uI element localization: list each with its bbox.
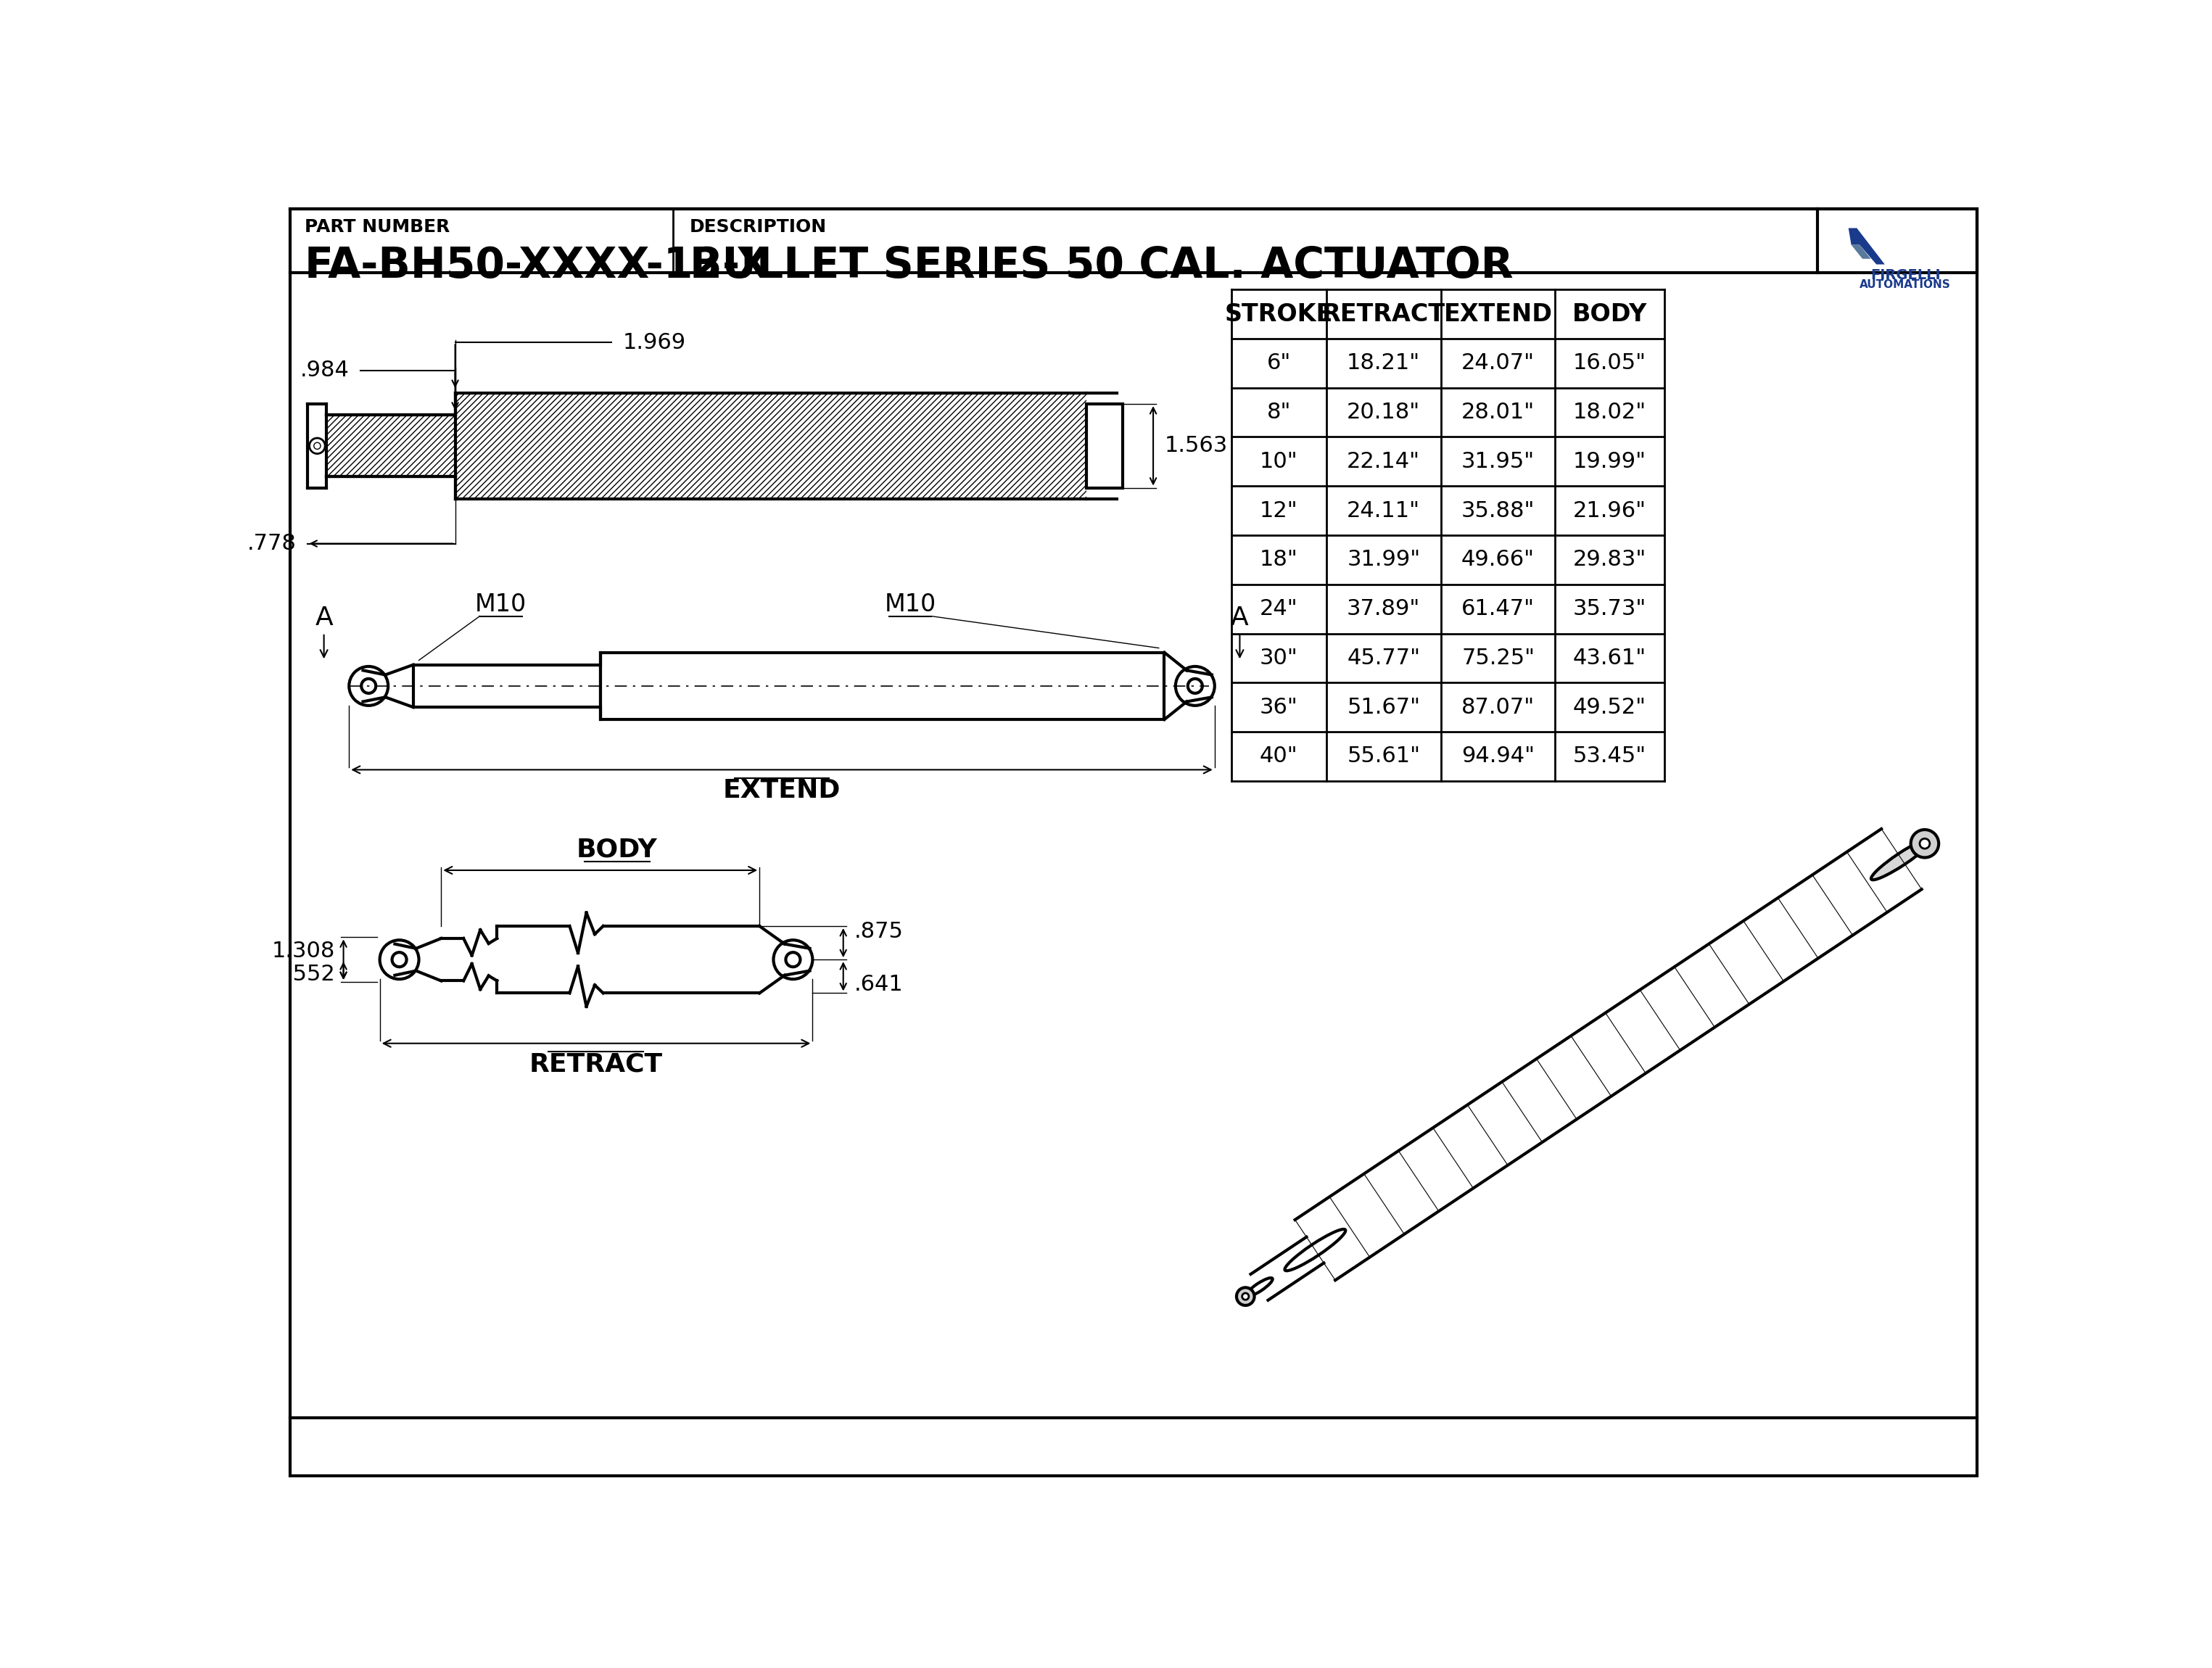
Text: 94.94": 94.94" bbox=[1462, 746, 1535, 767]
Text: M10: M10 bbox=[885, 592, 936, 615]
Text: 24.11": 24.11" bbox=[1347, 500, 1420, 520]
Circle shape bbox=[361, 679, 376, 694]
Bar bbox=[599, 652, 1164, 719]
Text: 31.95": 31.95" bbox=[1462, 450, 1535, 472]
Text: 36": 36" bbox=[1259, 697, 1298, 717]
Circle shape bbox=[1920, 839, 1929, 849]
Text: 75.25": 75.25" bbox=[1462, 647, 1535, 669]
Text: RETRACT: RETRACT bbox=[1323, 302, 1444, 325]
Text: 55.61": 55.61" bbox=[1347, 746, 1420, 767]
Text: 35.73": 35.73" bbox=[1573, 599, 1646, 619]
Bar bbox=[1818, 208, 1978, 274]
Text: AUTOMATIONS: AUTOMATIONS bbox=[1860, 280, 1951, 290]
Ellipse shape bbox=[1285, 1229, 1345, 1271]
Text: 87.07": 87.07" bbox=[1462, 697, 1535, 717]
Text: EXTEND: EXTEND bbox=[723, 777, 841, 802]
Text: RETRACT: RETRACT bbox=[529, 1053, 664, 1076]
Circle shape bbox=[1911, 829, 1938, 857]
Polygon shape bbox=[1851, 245, 1871, 259]
Circle shape bbox=[1237, 1288, 1254, 1306]
Text: 1.969: 1.969 bbox=[624, 332, 686, 354]
Text: 18": 18" bbox=[1259, 549, 1298, 570]
Text: 45.77": 45.77" bbox=[1347, 647, 1420, 669]
Text: 61.47": 61.47" bbox=[1462, 599, 1535, 619]
Text: .984: .984 bbox=[301, 360, 349, 380]
Circle shape bbox=[774, 941, 812, 979]
Text: 1.308: 1.308 bbox=[272, 941, 334, 962]
Text: A: A bbox=[314, 605, 332, 631]
Text: 30": 30" bbox=[1259, 647, 1298, 669]
Text: M10: M10 bbox=[476, 592, 526, 615]
Text: .778: .778 bbox=[248, 534, 296, 554]
Circle shape bbox=[1188, 679, 1203, 694]
Circle shape bbox=[1175, 667, 1214, 706]
Bar bbox=[327, 415, 456, 477]
Text: 1.563: 1.563 bbox=[1164, 435, 1228, 457]
Text: 8": 8" bbox=[1267, 402, 1292, 424]
Text: 35.88": 35.88" bbox=[1462, 500, 1535, 520]
Text: DESCRIPTION: DESCRIPTION bbox=[690, 219, 827, 235]
Circle shape bbox=[380, 941, 418, 979]
Circle shape bbox=[1243, 1293, 1250, 1299]
Text: 24.07": 24.07" bbox=[1462, 352, 1535, 374]
Ellipse shape bbox=[1871, 839, 1931, 879]
Circle shape bbox=[392, 952, 407, 967]
Text: 40": 40" bbox=[1261, 746, 1298, 767]
Text: 22.14": 22.14" bbox=[1347, 450, 1420, 472]
Text: .641: .641 bbox=[854, 974, 902, 996]
Text: 24": 24" bbox=[1261, 599, 1298, 619]
Text: FA-BH50-XXXX-12-X: FA-BH50-XXXX-12-X bbox=[305, 245, 770, 287]
Circle shape bbox=[314, 442, 321, 449]
Text: 20.18": 20.18" bbox=[1347, 402, 1420, 424]
Text: 19.99": 19.99" bbox=[1573, 450, 1646, 472]
Text: 51.67": 51.67" bbox=[1347, 697, 1420, 717]
Ellipse shape bbox=[1245, 1278, 1272, 1296]
Text: 37.89": 37.89" bbox=[1347, 599, 1420, 619]
Bar bbox=[414, 666, 599, 707]
Text: 10": 10" bbox=[1261, 450, 1298, 472]
Polygon shape bbox=[1849, 229, 1885, 264]
Text: BODY: BODY bbox=[1573, 302, 1648, 325]
Text: PART NUMBER: PART NUMBER bbox=[305, 219, 449, 235]
Text: 16.05": 16.05" bbox=[1573, 352, 1646, 374]
Text: 18.21": 18.21" bbox=[1347, 352, 1420, 374]
Text: STROKE: STROKE bbox=[1225, 302, 1334, 325]
Text: 49.52": 49.52" bbox=[1573, 697, 1646, 717]
Text: 28.01": 28.01" bbox=[1462, 402, 1535, 424]
Text: 12": 12" bbox=[1261, 500, 1298, 520]
Text: .875: .875 bbox=[854, 921, 905, 942]
Circle shape bbox=[310, 439, 325, 454]
Text: A: A bbox=[1230, 605, 1250, 631]
Text: 29.83": 29.83" bbox=[1573, 549, 1646, 570]
Bar bbox=[456, 394, 1086, 499]
Text: 43.61": 43.61" bbox=[1573, 647, 1646, 669]
Bar bbox=[1086, 404, 1121, 487]
Text: BODY: BODY bbox=[577, 837, 657, 862]
Text: 21.96": 21.96" bbox=[1573, 500, 1646, 520]
Text: FIRGELLI: FIRGELLI bbox=[1871, 269, 1940, 282]
Text: EXTEND: EXTEND bbox=[1444, 302, 1553, 325]
Text: 6": 6" bbox=[1267, 352, 1292, 374]
Text: BULLET SERIES 50 CAL. ACTUATOR: BULLET SERIES 50 CAL. ACTUATOR bbox=[690, 245, 1513, 287]
Text: 53.45": 53.45" bbox=[1573, 746, 1646, 767]
Text: .552: .552 bbox=[285, 964, 334, 986]
Circle shape bbox=[785, 952, 801, 967]
Text: 49.66": 49.66" bbox=[1462, 549, 1535, 570]
Circle shape bbox=[349, 667, 387, 706]
Text: 31.99": 31.99" bbox=[1347, 549, 1420, 570]
Text: 18.02": 18.02" bbox=[1573, 402, 1646, 424]
